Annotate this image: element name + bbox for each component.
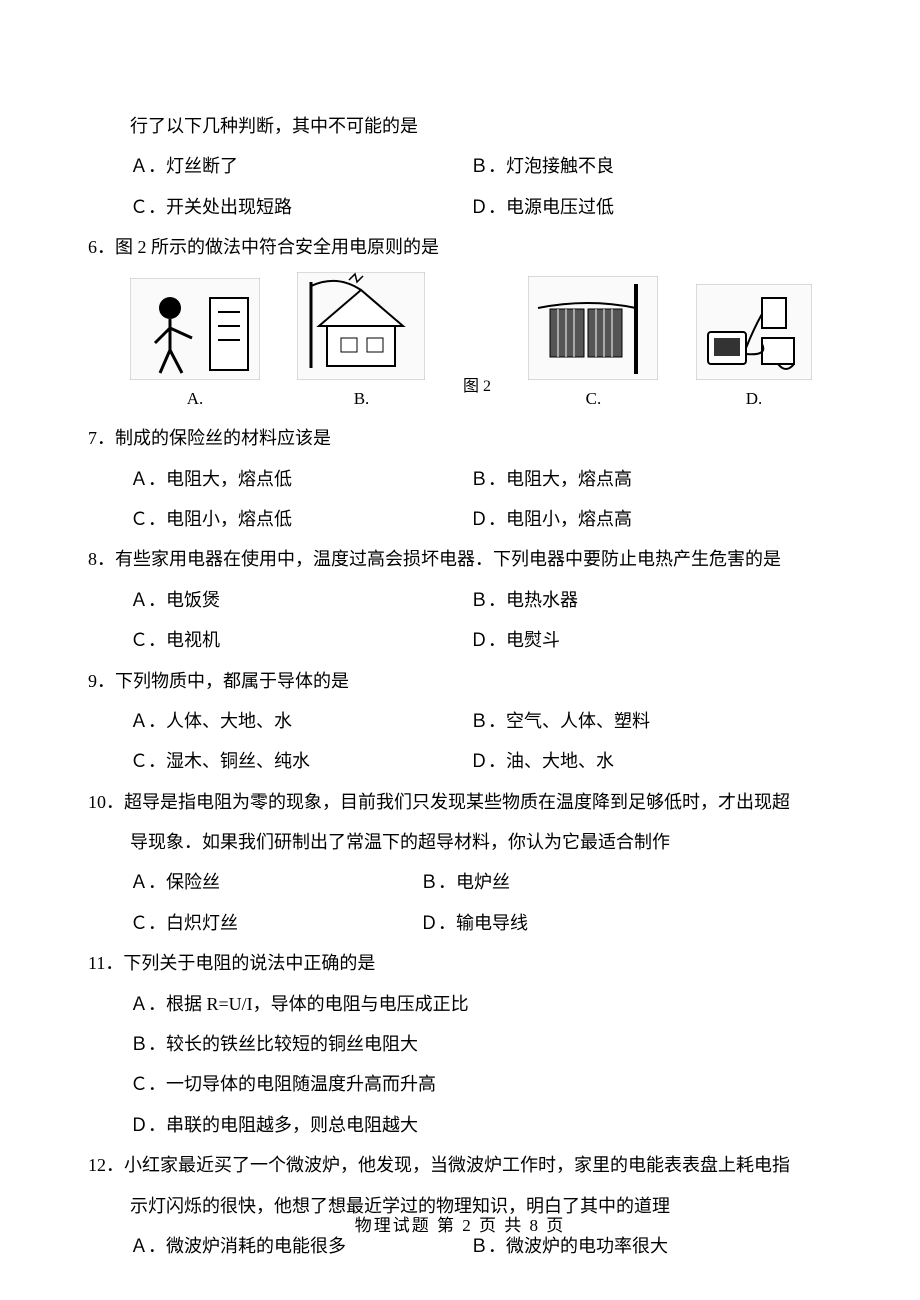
- q8-option-a: Ａ．电饭煲: [130, 584, 470, 616]
- electric-safety-b-icon: [297, 272, 425, 380]
- q8-options-row2: Ｃ．电视机 Ｄ．电熨斗: [130, 624, 832, 656]
- q9-option-c: Ｃ．湿木、铜丝、纯水: [130, 745, 470, 777]
- q9-options-row1: Ａ．人体、大地、水 Ｂ．空气、人体、塑料: [130, 705, 832, 737]
- q6-fig-a: A.: [130, 278, 260, 415]
- q8-option-d: Ｄ．电熨斗: [470, 624, 832, 656]
- q5-option-a: Ａ．灯丝断了: [130, 150, 470, 182]
- q9-option-d: Ｄ．油、大地、水: [470, 745, 832, 777]
- q11-option-c: Ｃ．一切导体的电阻随温度升高而升高: [130, 1068, 832, 1100]
- q8-text: 8．有些家用电器在使用中，温度过高会损坏电器．下列电器中要防止电热产生危害的是: [88, 543, 832, 575]
- q10-options-row2: Ｃ．白炽灯丝 Ｄ．输电导线: [130, 907, 832, 939]
- q6-text: 6．图 2 所示的做法中符合安全用电原则的是: [88, 231, 832, 263]
- q7-text: 7．制成的保险丝的材料应该是: [88, 422, 832, 454]
- q5-option-c: Ｃ．开关处出现短路: [130, 191, 470, 223]
- q11-option-d: Ｄ．串联的电阻越多，则总电阻越大: [130, 1109, 832, 1141]
- electric-safety-c-icon: [528, 276, 658, 380]
- q10-option-c: Ｃ．白炽灯丝: [130, 907, 420, 939]
- q10-line2: 导现象．如果我们研制出了常温下的超导材料，你认为它最适合制作: [130, 826, 832, 858]
- q7-options-row2: Ｃ．电阻小，熔点低 Ｄ．电阻小，熔点高: [130, 503, 832, 535]
- q9-option-b: Ｂ．空气、人体、塑料: [470, 705, 832, 737]
- q10-option-d: Ｄ．输电导线: [420, 907, 528, 939]
- q6-fig-d: D.: [696, 284, 812, 415]
- q10-option-a: Ａ．保险丝: [130, 866, 420, 898]
- q12-line1: 12．小红家最近买了一个微波炉，他发现，当微波炉工作时，家里的电能表表盘上耗电指: [88, 1149, 832, 1181]
- q9-option-a: Ａ．人体、大地、水: [130, 705, 470, 737]
- q9-options-row2: Ｃ．湿木、铜丝、纯水 Ｄ．油、大地、水: [130, 745, 832, 777]
- q7-options-row1: Ａ．电阻大，熔点低 Ｂ．电阻大，熔点高: [130, 463, 832, 495]
- q6-fig-c-label: C.: [528, 384, 658, 415]
- q7-option-c: Ｃ．电阻小，熔点低: [130, 503, 470, 535]
- q6-figure-row: A. B. 图 2 C.: [130, 272, 832, 415]
- page-footer: 物理试题 第 2 页 共 8 页: [0, 1211, 920, 1242]
- q8-option-b: Ｂ．电热水器: [470, 584, 832, 616]
- q6-fig-b-label: B.: [297, 384, 425, 415]
- q8-option-c: Ｃ．电视机: [130, 624, 470, 656]
- q5-continuation: 行了以下几种判断，其中不可能的是: [130, 110, 832, 142]
- q11-option-a: Ａ．根据 R=U/I，导体的电阻与电压成正比: [130, 988, 832, 1020]
- q10-options-row1: Ａ．保险丝 Ｂ．电炉丝: [130, 866, 832, 898]
- q6-fig-b: B.: [297, 272, 425, 415]
- q5-option-d: Ｄ．电源电压过低: [470, 191, 832, 223]
- q9-text: 9．下列物质中，都属于导体的是: [88, 665, 832, 697]
- q11-option-b: Ｂ．较长的铁丝比较短的铜丝电阻大: [130, 1028, 832, 1060]
- q6-fig-a-label: A.: [130, 384, 260, 415]
- q7-option-a: Ａ．电阻大，熔点低: [130, 463, 470, 495]
- q6-figure-caption: 图 2: [463, 373, 491, 402]
- q10-option-b: Ｂ．电炉丝: [420, 866, 510, 898]
- electric-safety-a-icon: [130, 278, 260, 380]
- electric-safety-d-icon: [696, 284, 812, 380]
- q7-option-b: Ｂ．电阻大，熔点高: [470, 463, 832, 495]
- q8-options-row1: Ａ．电饭煲 Ｂ．电热水器: [130, 584, 832, 616]
- q10-line1: 10．超导是指电阻为零的现象，目前我们只发现某些物质在温度降到足够低时，才出现超: [88, 786, 832, 818]
- q5-options-row2: Ｃ．开关处出现短路 Ｄ．电源电压过低: [130, 191, 832, 223]
- q6-fig-c: C.: [528, 276, 658, 415]
- q5-options-row1: Ａ．灯丝断了 Ｂ．灯泡接触不良: [130, 150, 832, 182]
- q5-option-b: Ｂ．灯泡接触不良: [470, 150, 832, 182]
- q7-option-d: Ｄ．电阻小，熔点高: [470, 503, 832, 535]
- q6-fig-d-label: D.: [696, 384, 812, 415]
- q11-text: 11．下列关于电阻的说法中正确的是: [88, 947, 832, 979]
